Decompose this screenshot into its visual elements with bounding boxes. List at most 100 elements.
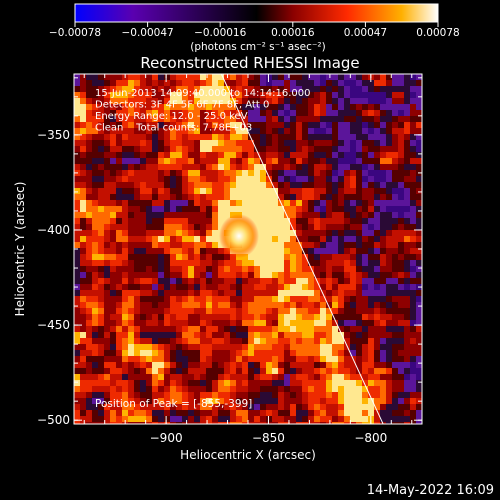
heatmap-cell [272,110,278,116]
heatmap-cell [260,380,266,386]
heatmap-cell [404,332,410,338]
heatmap-cell [212,188,218,194]
heatmap-cell [302,272,308,278]
heatmap-cell [98,374,104,380]
heatmap-cell [122,368,128,374]
heatmap-cell [296,212,302,218]
heatmap-cell [80,356,86,362]
heatmap-cell [290,116,296,122]
heatmap-cell [188,92,194,98]
heatmap-cell [410,188,416,194]
heatmap-cell [338,74,344,80]
heatmap-cell [380,302,386,308]
heatmap-cell [344,188,350,194]
heatmap-cell [302,200,308,206]
heatmap-cell [152,266,158,272]
heatmap-cell [416,326,422,332]
heatmap-cell [338,170,344,176]
heatmap-cell [110,338,116,344]
heatmap-cell [152,170,158,176]
heatmap-cell [410,92,416,98]
y-tick-label: −500 [37,413,70,427]
heatmap-cell [152,332,158,338]
heatmap-cell [368,200,374,206]
heatmap-cell [158,128,164,134]
heatmap-cell [164,284,170,290]
heatmap-cell [116,320,122,326]
heatmap-cell [236,122,242,128]
heatmap-cell [104,266,110,272]
heatmap-cell [158,308,164,314]
heatmap-cell [410,398,416,404]
heatmap-cell [416,320,422,326]
heatmap-cell [374,170,380,176]
heatmap-cell [392,422,398,424]
heatmap-cell [266,290,272,296]
heatmap-cell [338,98,344,104]
heatmap-cell [134,140,140,146]
heatmap-cell [278,122,284,128]
heatmap-cell [398,158,404,164]
heatmap-cell [362,266,368,272]
heatmap-cell [302,134,308,140]
heatmap-cell [296,170,302,176]
heatmap-cell [74,332,80,338]
heatmap-cell [332,170,338,176]
heatmap-cell [152,206,158,212]
heatmap-cell [248,254,254,260]
heatmap-cell [392,116,398,122]
heatmap-cell [164,182,170,188]
heatmap-cell [350,194,356,200]
heatmap-cell [272,242,278,248]
peak-position-label: Position of Peak = [-855,-399] [95,398,252,410]
heatmap-cell [314,98,320,104]
heatmap-cell [260,134,266,140]
heatmap-cell [218,86,224,92]
heatmap-cell [374,158,380,164]
heatmap-cell [410,86,416,92]
heatmap-cell [224,176,230,182]
heatmap-cell [344,236,350,242]
heatmap-cell [104,356,110,362]
heatmap-cell [410,140,416,146]
heatmap-cell [212,110,218,116]
heatmap-cell [302,266,308,272]
heatmap-cell [236,332,242,338]
heatmap-cell [152,188,158,194]
heatmap-cell [290,146,296,152]
heatmap-cell [236,344,242,350]
heatmap-cell [206,92,212,98]
heatmap-cell [326,146,332,152]
heatmap-cell [278,344,284,350]
heatmap-cell [272,368,278,374]
heatmap-cell [176,206,182,212]
heatmap-cell [290,242,296,248]
heatmap-cell [206,110,212,116]
heatmap-cell [290,410,296,416]
heatmap-cell [410,134,416,140]
heatmap-cell [170,86,176,92]
heatmap-cell [80,74,86,80]
heatmap-cell [260,212,266,218]
heatmap-cell [380,122,386,128]
heatmap-cell [92,338,98,344]
heatmap-cell [104,212,110,218]
heatmap-cell [140,368,146,374]
heatmap-cell [176,158,182,164]
heatmap-cell [170,164,176,170]
heatmap-cell [272,134,278,140]
heatmap-cell [314,290,320,296]
heatmap-cell [278,104,284,110]
heatmap-cell [308,170,314,176]
heatmap-cell [344,326,350,332]
heatmap-cell [344,278,350,284]
heatmap-cell [104,308,110,314]
heatmap-cell [236,422,242,424]
heatmap-cell [386,92,392,98]
heatmap-cell [272,158,278,164]
heatmap-cell [230,158,236,164]
heatmap-cell [122,392,128,398]
heatmap-cell [74,254,80,260]
heatmap-cell [104,350,110,356]
heatmap-cell [212,368,218,374]
